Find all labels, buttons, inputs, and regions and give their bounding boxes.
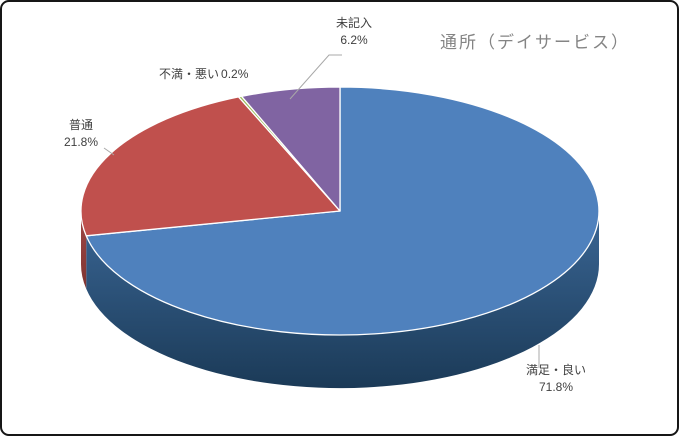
data-label-satisfied-good: 満足・良い 71.8% — [511, 362, 601, 396]
pie-slice-1 — [80, 96, 341, 237]
data-label-category: 満足・良い — [525, 363, 586, 377]
pie-slice-3 — [240, 86, 341, 212]
chart-title: 通所（デイサービス） — [440, 33, 630, 52]
pie-rim-1 — [80, 211, 87, 289]
pie-slice-0 — [85, 86, 600, 336]
data-label-category: 不満・悪い — [159, 67, 220, 81]
data-label-category: 普通 — [68, 118, 93, 132]
data-label-percent: 71.8% — [538, 380, 574, 394]
data-label-percent: 21.8% — [63, 135, 99, 149]
pie-rim-0 — [86, 211, 600, 389]
data-label-dissatisfied-bad: 不満・悪い 0.2% — [159, 66, 248, 83]
data-label-category: 未記入 — [335, 16, 372, 30]
data-label-percent: 0.2% — [221, 67, 249, 81]
leader-line-unfilled — [289, 54, 342, 100]
data-label-unfilled: 未記入 6.2% — [314, 15, 394, 49]
data-label-normal: 普通 21.8% — [41, 117, 121, 151]
data-label-percent: 6.2% — [340, 33, 368, 47]
leader-line-normal — [103, 147, 115, 156]
